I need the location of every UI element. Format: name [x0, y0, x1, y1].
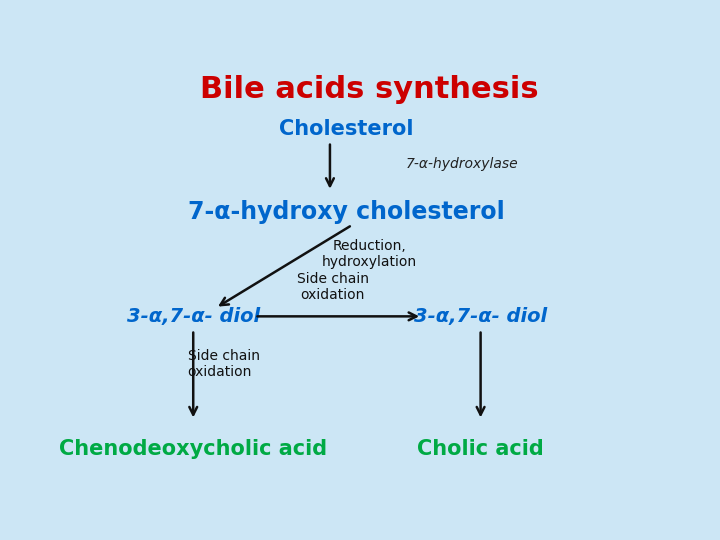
Text: Cholesterol: Cholesterol: [279, 119, 414, 139]
Text: Bile acids synthesis: Bile acids synthesis: [199, 75, 539, 104]
Text: Chenodeoxycholic acid: Chenodeoxycholic acid: [59, 440, 328, 460]
Text: Cholic acid: Cholic acid: [417, 440, 544, 460]
Text: 3-α,7-α- diol: 3-α,7-α- diol: [414, 307, 547, 326]
Text: 7-α-hydroxy cholesterol: 7-α-hydroxy cholesterol: [189, 200, 505, 225]
Text: 7-α-hydroxylase: 7-α-hydroxylase: [405, 157, 518, 171]
Text: Reduction,
hydroxylation: Reduction, hydroxylation: [321, 239, 417, 269]
Text: Side chain
oxidation: Side chain oxidation: [297, 272, 369, 302]
Text: Side chain
oxidation: Side chain oxidation: [188, 349, 260, 379]
Text: 3-α,7-α- diol: 3-α,7-α- diol: [127, 307, 260, 326]
